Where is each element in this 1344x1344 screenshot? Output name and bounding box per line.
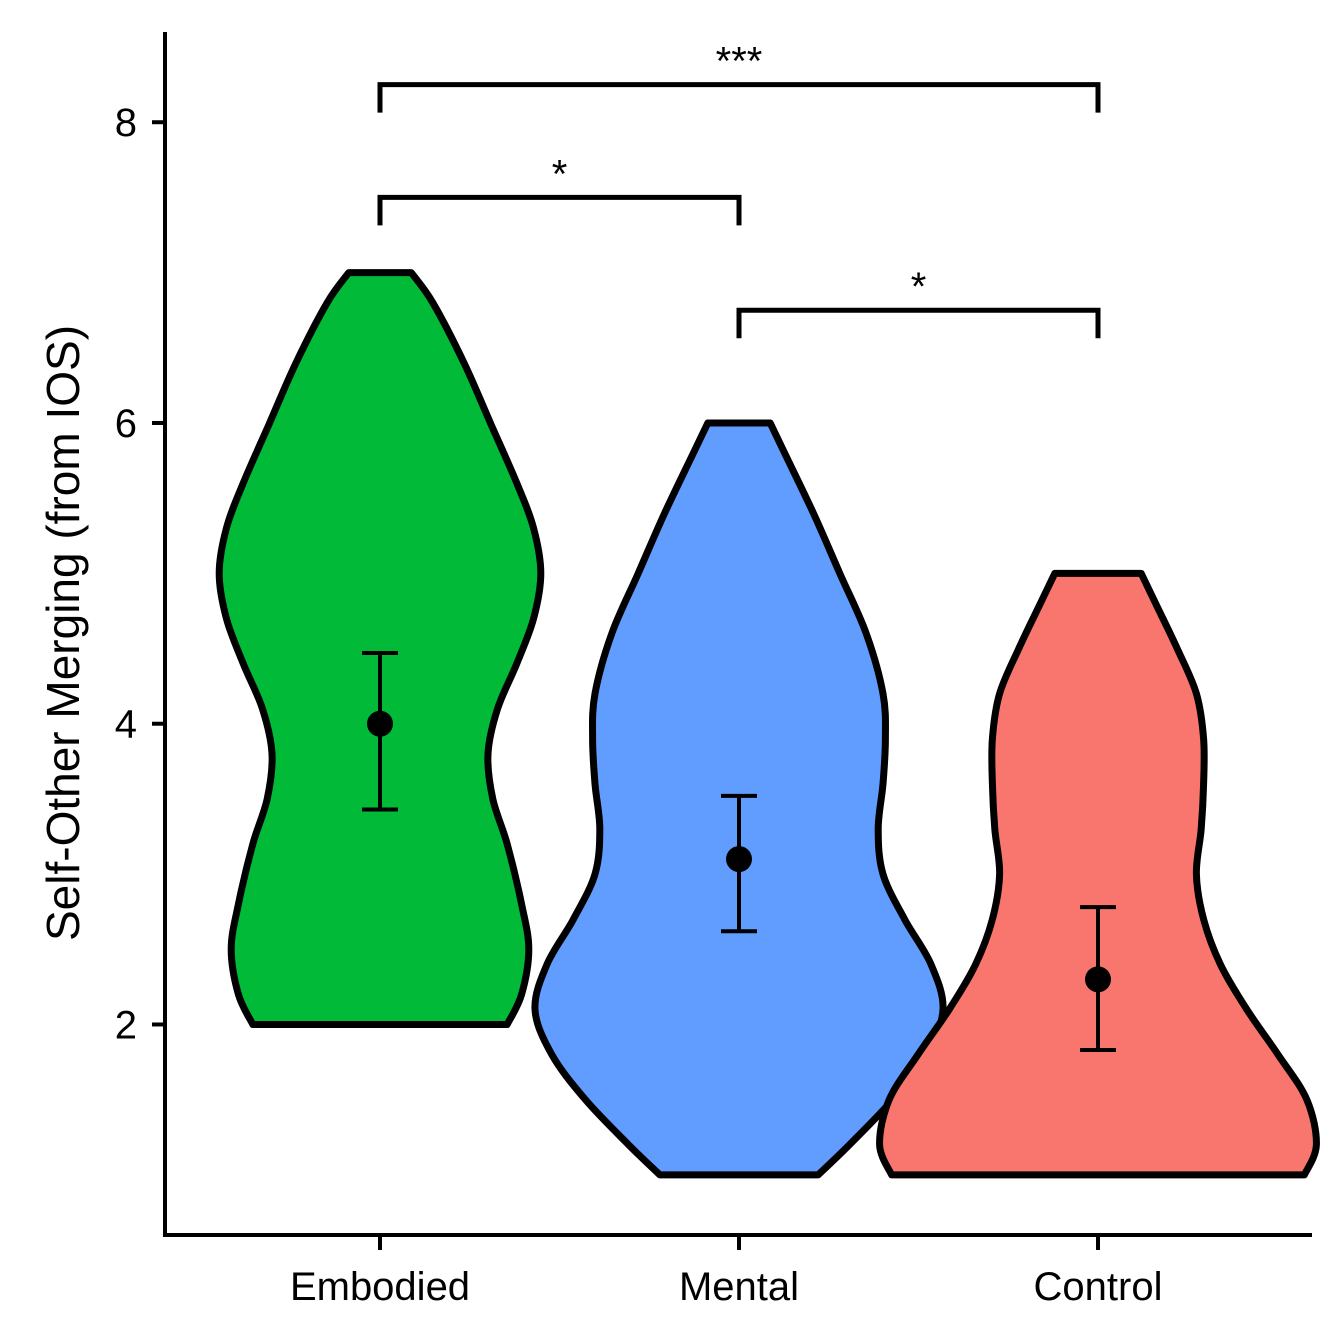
significance-bracket-embodied-control <box>377 82 1101 113</box>
significance-bracket-group: ***** <box>377 40 1101 339</box>
x-tick-label-mental: Mental <box>679 1265 799 1309</box>
x-tick-label-control: Control <box>1034 1265 1163 1309</box>
mean-point-control <box>1085 966 1111 993</box>
y-tick-label-6: 6 <box>115 402 137 446</box>
y-tick-label-4: 4 <box>115 703 137 747</box>
x-tick-label-embodied: Embodied <box>290 1265 470 1309</box>
x-tick-group: Embodied Mental Control <box>290 1235 1163 1309</box>
significance-label-embodied-mental: * <box>552 152 568 196</box>
y-tick-group: 2 4 6 8 <box>115 101 165 1047</box>
violin-control <box>876 569 1320 1179</box>
significance-label-embodied-control: *** <box>716 40 763 84</box>
significance-bracket-mental-control <box>736 307 1101 339</box>
mean-point-embodied <box>367 710 393 737</box>
violin-embodied <box>215 269 545 1028</box>
y-axis-title: Self-Other Merging (from IOS) <box>37 325 89 941</box>
significance-label-mental-control: * <box>911 265 927 309</box>
mean-point-mental <box>726 846 752 873</box>
error-bar-group <box>362 651 1116 1053</box>
y-tick-label-2: 2 <box>115 1003 137 1047</box>
significance-bracket-embodied-mental <box>377 194 742 226</box>
violin-group <box>215 269 1320 1179</box>
y-tick-label-8: 8 <box>115 101 137 145</box>
